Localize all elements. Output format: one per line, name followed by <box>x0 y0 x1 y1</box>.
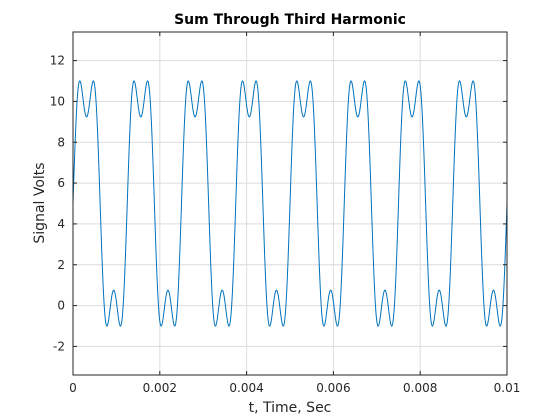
x-tick-labels: 0 0.002 0.004 0.006 0.008 0.01 <box>69 381 520 395</box>
y-tick-label: 6 <box>57 176 65 190</box>
x-axis-label: t, Time, Sec <box>249 400 332 416</box>
series-line <box>72 80 508 327</box>
chart-title: Sum Through Third Harmonic <box>174 12 406 28</box>
x-tick-label: 0.002 <box>143 381 177 395</box>
x-tick-label: 0.008 <box>403 381 437 395</box>
y-tick-label: 10 <box>50 94 65 108</box>
y-axis-label: Signal Volts <box>32 162 48 243</box>
y-tick-labels: -2 0 2 4 6 8 10 12 <box>50 54 65 354</box>
x-tick-label: 0.01 <box>494 381 521 395</box>
y-tick-label: 12 <box>50 54 65 68</box>
x-tick-label: 0.004 <box>229 381 263 395</box>
y-tick-label: 2 <box>57 258 65 272</box>
x-tick-label: 0 <box>69 381 77 395</box>
y-tick-label: 4 <box>57 217 65 231</box>
tick-layer <box>72 32 508 375</box>
x-tick-label: 0.006 <box>316 381 350 395</box>
y-tick-label: -2 <box>53 339 65 353</box>
y-tick-label: 8 <box>57 135 65 149</box>
series-layer <box>72 80 508 327</box>
axes-frame <box>72 31 508 376</box>
y-tick-label: 0 <box>57 299 65 313</box>
